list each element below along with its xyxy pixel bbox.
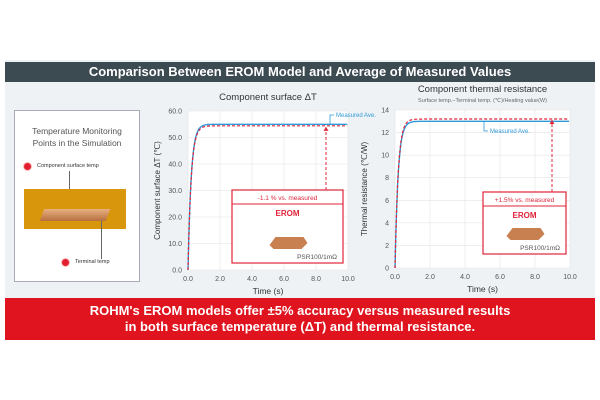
x-tick-label: 10.0	[563, 274, 577, 281]
accuracy-diff: +1.5% vs. measured	[495, 197, 555, 204]
chart-subtitle: Surface temp.−Terminal temp. (℃)/Heating…	[418, 98, 547, 104]
series-erom	[187, 125, 348, 271]
target-icon	[23, 162, 32, 171]
x-tick-label: 8.0	[311, 276, 321, 283]
y-tick-label: 14	[381, 108, 389, 115]
monitoring-title: Temperature Monitoring Points in the Simu…	[32, 126, 122, 148]
y-tick-label: 6	[385, 198, 389, 205]
y-tick-label: 0	[385, 266, 389, 273]
chart-2: Component thermal resistance Surface temp…	[360, 84, 577, 294]
monitoring-points-box: Temperature Monitoring Points in the Simu…	[14, 110, 140, 282]
y-tick-label: 30.0	[168, 188, 182, 195]
leader-line	[101, 221, 102, 259]
y-tick-label: 10	[381, 153, 389, 160]
y-axis-label: Thermal resistance (℃/W)	[360, 142, 369, 237]
y-tick-label: 20.0	[168, 215, 182, 222]
x-tick-label: 2.0	[215, 276, 225, 283]
chart-title: Component surface ΔT	[219, 92, 317, 103]
x-tick-label: 6.0	[279, 276, 289, 283]
accuracy-diff: -1.1 % vs. measured	[258, 195, 318, 202]
y-tick-label: 12	[381, 130, 389, 137]
y-tick-label: 4	[385, 220, 389, 227]
y-tick-label: 60.0	[168, 109, 182, 116]
part-number: PSR100/1mΩ	[520, 245, 560, 252]
y-tick-label: 40.0	[168, 162, 182, 169]
y-tick-label: 50.0	[168, 135, 182, 142]
erom-label: EROM	[276, 209, 300, 218]
measured-label-leader	[483, 121, 488, 132]
x-axis-label: Time (s)	[253, 286, 284, 296]
x-tick-label: 0.0	[390, 274, 400, 281]
series-erom	[394, 118, 570, 269]
chart-title: Component thermal resistance	[418, 84, 547, 95]
y-tick-label: 2	[385, 243, 389, 250]
resistor-image	[24, 189, 126, 229]
y-axis-label: Component surface ΔT (℃)	[153, 141, 162, 240]
banner-line2: in both surface temperature (ΔT) and the…	[124, 319, 476, 334]
part-number: PSR100/1mΩ	[297, 254, 337, 261]
erom-label: EROM	[513, 211, 537, 220]
erom-callout-box	[231, 189, 344, 264]
summary-banner: ROHM's EROM models offer ±5% accuracy ve…	[5, 298, 595, 340]
resistor-icon	[506, 228, 545, 240]
target-icon	[61, 258, 70, 267]
resistor-icon	[269, 237, 308, 249]
x-tick-label: 6.0	[495, 274, 505, 281]
arrow-head	[323, 126, 329, 131]
x-tick-label: 10.0	[341, 276, 355, 283]
arrow-head	[549, 120, 555, 125]
label-surface-temp: Component surface temp	[37, 163, 99, 169]
x-tick-label: 0.0	[183, 276, 193, 283]
measured-ave-label: Measured Ave.	[336, 113, 376, 119]
x-tick-label: 2.0	[425, 274, 435, 281]
series-measured	[187, 123, 348, 271]
chart-1: Component surface ΔT 0.0 10.0 20.0 30.0 40.0 5…	[153, 92, 376, 296]
y-tick-label: 10.0	[168, 241, 182, 248]
x-tick-label: 4.0	[247, 276, 257, 283]
x-tick-label: 4.0	[460, 274, 470, 281]
header-title: Comparison Between EROM Model and Averag…	[5, 62, 595, 82]
x-axis-label: Time (s)	[467, 284, 498, 294]
y-tick-label: 0.0	[172, 268, 182, 275]
series-measured	[394, 120, 570, 269]
measured-ave-label: Measured Ave.	[490, 129, 530, 135]
erom-callout-box	[482, 191, 567, 255]
x-tick-label: 8.0	[530, 274, 540, 281]
measured-label-leader	[329, 114, 334, 125]
label-terminal-temp: Terminal temp	[75, 259, 110, 265]
y-tick-label: 8	[385, 175, 389, 182]
banner-line1: ROHM's EROM models offer ±5% accuracy ve…	[89, 303, 511, 318]
